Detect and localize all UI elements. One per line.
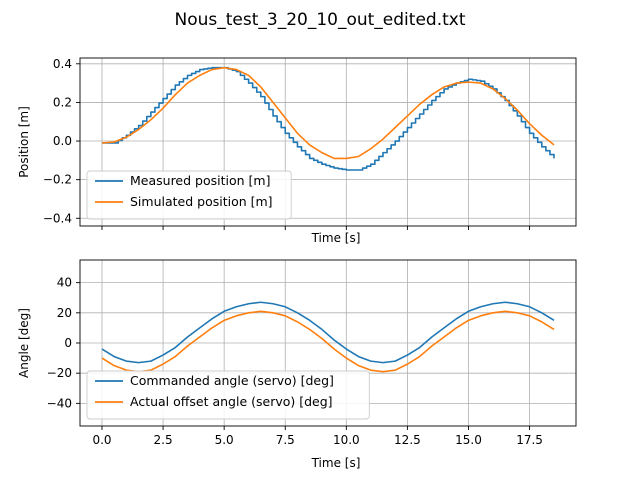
y-tick-label: −20 [47, 366, 72, 380]
legend-label-2: Simulated position [m] [130, 194, 273, 209]
plots: −0.4 −0.2 0.0 0.2 0.4 Time [s] Position [m] Mea… [17, 57, 577, 470]
x-tick-label: 12.5 [394, 433, 421, 447]
legend: Commanded angle (servo) [deg] Actual offs… [86, 370, 370, 420]
legend-label-1: Commanded angle (servo) [deg] [130, 373, 334, 388]
y-tick-label: −0.2 [43, 173, 72, 187]
figure-title: Nous_test_3_20_10_out_edited.txt [174, 10, 465, 30]
legend-label-1: Measured position [m] [130, 173, 270, 188]
x-tick-label: 0.0 [92, 433, 111, 447]
y-tick-label: 20 [57, 306, 72, 320]
y-tick-label: −40 [47, 396, 72, 410]
y-axis-label: Angle [deg] [17, 308, 31, 378]
x-tick-label: 5.0 [215, 433, 234, 447]
y-tick-label: 0.4 [53, 57, 72, 71]
x-tick-label: 7.5 [276, 433, 295, 447]
legend-label-2: Actual offset angle (servo) [deg] [130, 394, 333, 409]
x-tick-label: 2.5 [154, 433, 173, 447]
y-tick-label: 0.2 [53, 95, 72, 109]
x-axis-label: Time [s] [311, 231, 361, 245]
x-tick-label: 15.0 [455, 433, 482, 447]
legend-box [86, 370, 370, 420]
legend: Measured position [m] Simulated position … [86, 170, 292, 220]
series-line-1 [101, 301, 555, 364]
plot-2: 0.0 2.5 5.0 7.5 10.0 12.5 15.0 17.5 −40 −20 0 20 40 T… [17, 259, 577, 470]
series-line-2 [101, 66, 555, 160]
x-tick-label: 17.5 [516, 433, 543, 447]
plot-1: −0.4 −0.2 0.0 0.2 0.4 Time [s] Position [m] Mea… [17, 57, 577, 245]
x-axis-label: Time [s] [311, 456, 361, 470]
y-tick-label: −0.4 [43, 211, 72, 225]
y-axis-label: Position [m] [17, 106, 31, 178]
series-line-1 [101, 66, 555, 171]
x-tick-label: 10.0 [333, 433, 360, 447]
y-tick-label: 40 [57, 276, 72, 290]
axes-frame [79, 57, 577, 227]
legend-box [86, 170, 292, 220]
y-tick-label: 0.0 [53, 134, 72, 148]
series-line-2 [101, 310, 555, 373]
y-tick-label: 0 [64, 336, 72, 350]
